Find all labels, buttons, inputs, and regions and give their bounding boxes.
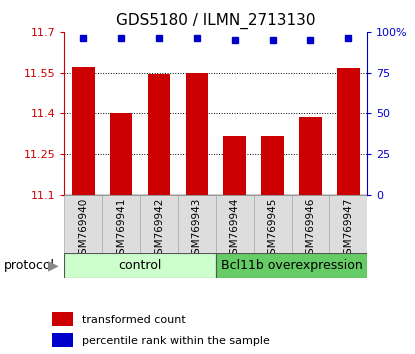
Text: GSM769941: GSM769941 [116, 198, 126, 261]
Bar [110, 113, 132, 195]
Text: GSM769944: GSM769944 [230, 198, 240, 261]
Bar [261, 136, 284, 195]
Bar [291, 195, 330, 253]
Bar [337, 69, 360, 195]
Bar [178, 195, 216, 253]
Text: GSM769943: GSM769943 [192, 198, 202, 261]
Bar [216, 195, 254, 253]
Bar [64, 195, 102, 253]
Text: ▶: ▶ [48, 258, 59, 273]
Bar [72, 67, 95, 195]
Bar [102, 195, 140, 253]
Text: transformed count: transformed count [82, 315, 186, 325]
Bar [52, 333, 73, 347]
Bar [64, 253, 216, 278]
Text: GSM769946: GSM769946 [305, 198, 315, 261]
Bar [254, 195, 291, 253]
Bar [52, 312, 73, 326]
Title: GDS5180 / ILMN_2713130: GDS5180 / ILMN_2713130 [116, 13, 315, 29]
Bar [330, 195, 367, 253]
Text: Bcl11b overexpression: Bcl11b overexpression [221, 259, 362, 272]
Bar [140, 195, 178, 253]
Text: GSM769945: GSM769945 [268, 198, 278, 261]
Text: GSM769940: GSM769940 [78, 198, 88, 261]
Bar [216, 253, 367, 278]
Bar [148, 74, 170, 195]
Text: protocol: protocol [4, 259, 55, 272]
Bar [299, 118, 322, 195]
Text: GSM769942: GSM769942 [154, 198, 164, 261]
Text: percentile rank within the sample: percentile rank within the sample [82, 336, 270, 346]
Text: GSM769947: GSM769947 [343, 198, 353, 261]
Bar [186, 73, 208, 195]
Bar [223, 136, 246, 195]
Text: control: control [118, 259, 162, 272]
